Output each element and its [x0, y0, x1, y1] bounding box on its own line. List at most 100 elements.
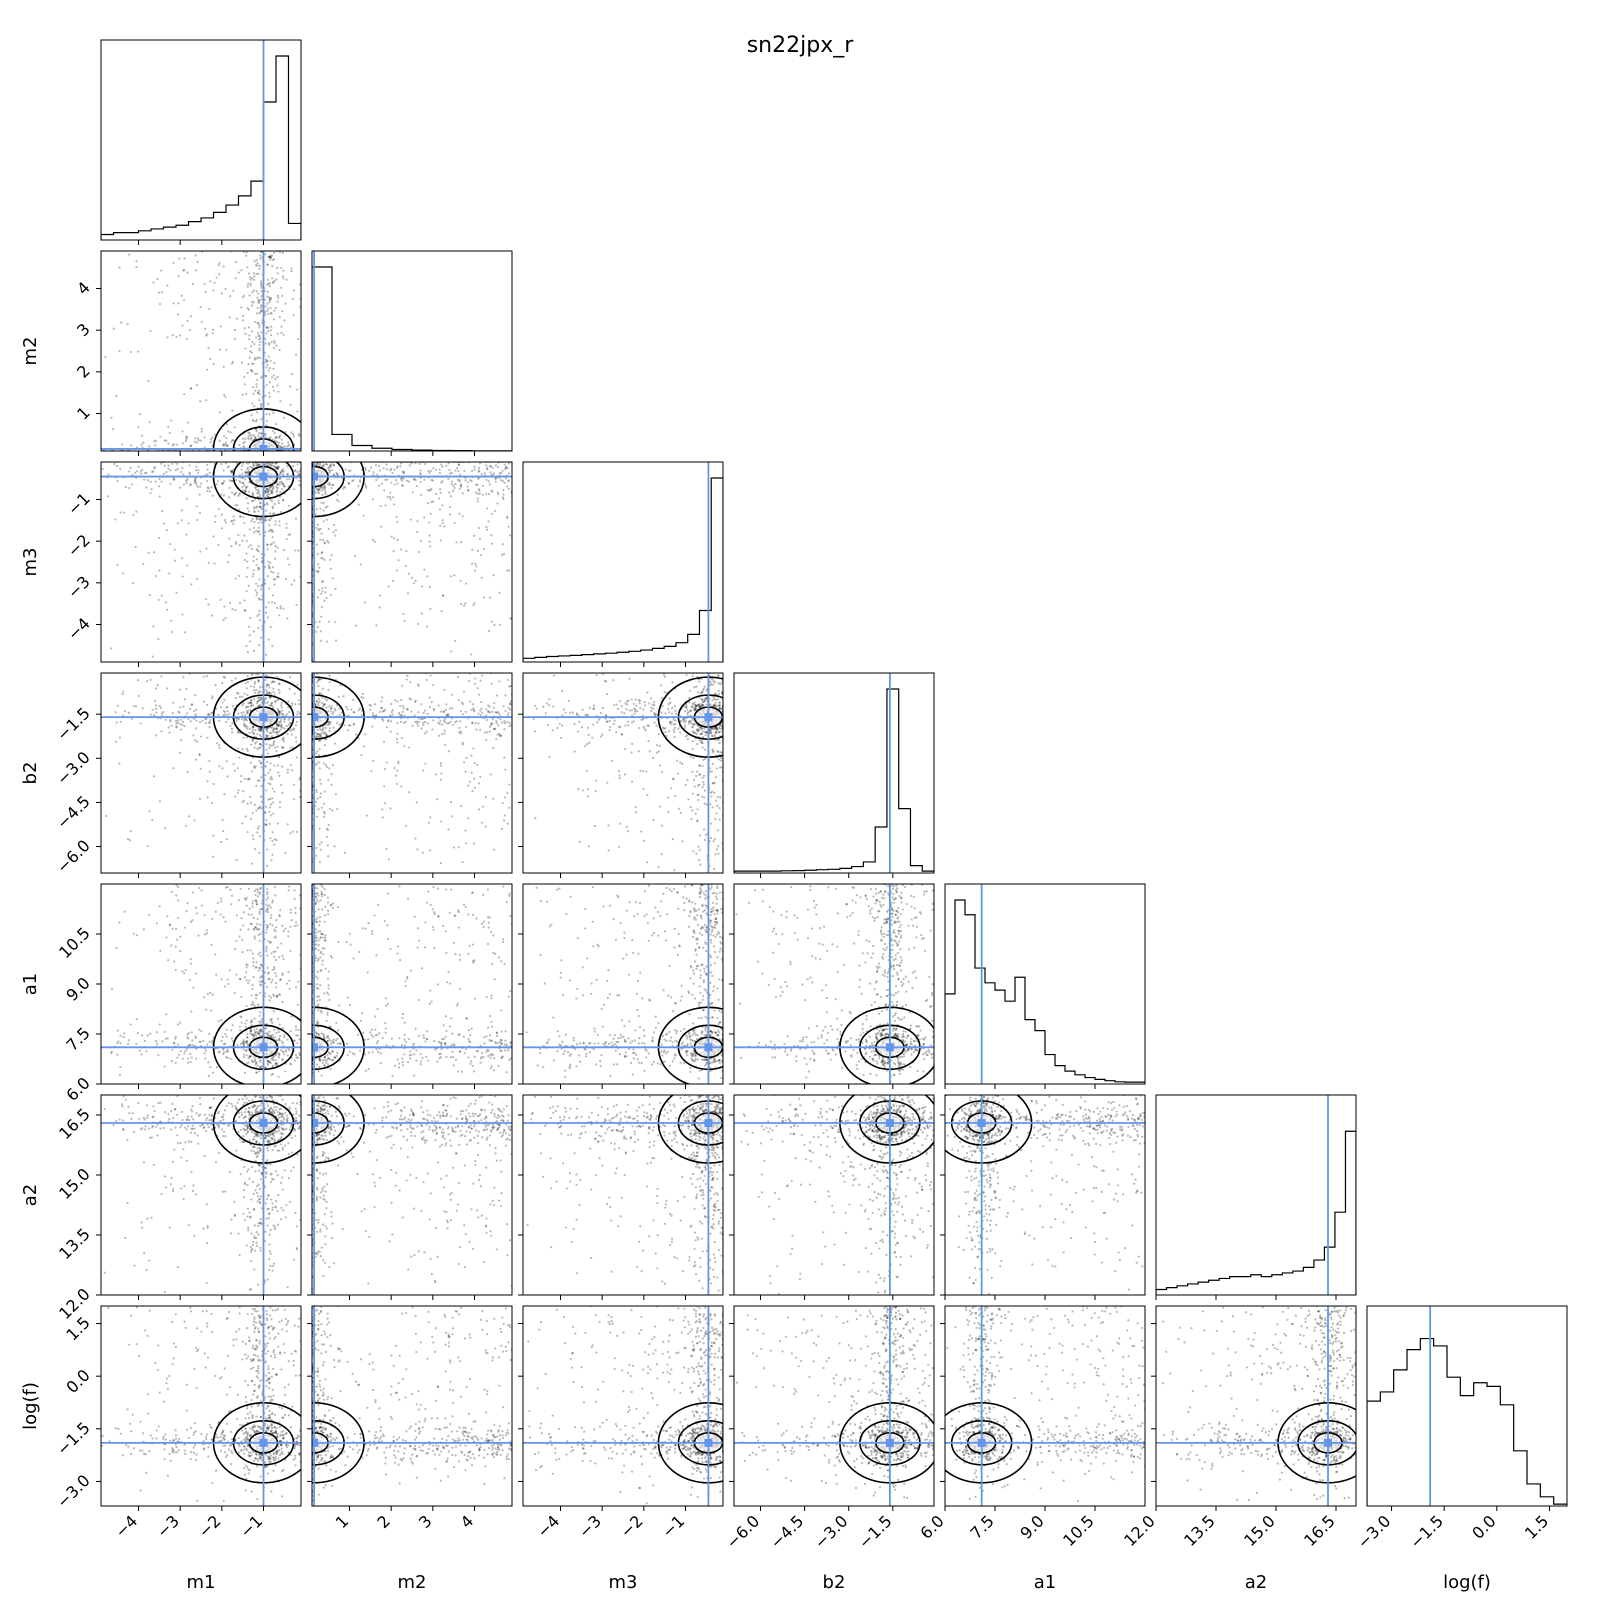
sample-point [277, 499, 279, 501]
sample-point [286, 733, 288, 735]
sample-point [396, 783, 398, 785]
sample-point [469, 700, 471, 702]
sample-point [265, 510, 267, 512]
sample-point [711, 748, 713, 750]
scatter-points [102, 250, 301, 452]
sample-point [256, 312, 258, 314]
sample-point [256, 264, 258, 266]
sample-point [246, 728, 248, 730]
sample-point [463, 761, 465, 763]
sample-point [241, 696, 243, 698]
sample-point [272, 813, 274, 815]
sample-point [246, 748, 248, 750]
sample-point [359, 481, 361, 483]
sample-point [297, 463, 299, 465]
sample-point [186, 564, 188, 566]
sample-point [509, 709, 511, 711]
sample-point [252, 728, 254, 730]
sample-point [253, 698, 255, 700]
sample-point [213, 783, 215, 785]
sample-point [251, 301, 253, 303]
sample-point [355, 625, 357, 627]
sample-point [253, 569, 255, 571]
sample-point [166, 284, 168, 286]
sample-point [292, 831, 294, 833]
sample-point [105, 815, 107, 817]
sample-point [238, 756, 240, 758]
sample-point [272, 681, 274, 683]
sample-point [488, 493, 490, 495]
sample-point [372, 760, 374, 762]
sample-point [194, 437, 196, 439]
sample-point [396, 733, 398, 735]
sample-point [420, 481, 422, 483]
sample-point [443, 710, 445, 712]
sample-point [386, 468, 388, 470]
sample-point [178, 257, 180, 259]
sample-point [270, 571, 272, 573]
sample-point [220, 706, 222, 708]
sample-point [465, 757, 467, 759]
sample-point [448, 491, 450, 493]
sample-point [286, 617, 288, 619]
sample-point [248, 434, 250, 436]
sample-point [323, 509, 325, 511]
sample-point [324, 493, 326, 495]
sample-point [102, 468, 104, 470]
sample-point [149, 594, 151, 596]
sample-point [273, 578, 275, 580]
sample-point [258, 432, 260, 434]
sample-point [318, 489, 320, 491]
sample-point [243, 692, 245, 694]
sample-point [378, 465, 380, 467]
sample-point [268, 524, 270, 526]
sample-point [268, 392, 270, 394]
sample-point [267, 330, 269, 332]
sample-point [403, 620, 405, 622]
sample-point [474, 683, 476, 685]
sample-point [200, 735, 202, 737]
sample-point [430, 513, 432, 515]
sample-point [379, 469, 381, 471]
sample-point [131, 718, 133, 720]
sample-point [172, 767, 174, 769]
sample-point [259, 506, 261, 508]
sample-point [417, 711, 419, 713]
sample-point [427, 489, 429, 491]
sample-point [196, 384, 198, 386]
sample-point [257, 335, 259, 337]
sample-point [429, 849, 431, 851]
sample-point [285, 523, 287, 525]
sample-point [152, 282, 154, 284]
sample-point [248, 491, 250, 493]
sample-point [279, 491, 281, 493]
sample-point [451, 707, 453, 709]
sample-point [252, 434, 254, 436]
sample-point [508, 783, 510, 785]
sample-point [507, 526, 509, 528]
sample-point [250, 544, 252, 546]
sample-point [713, 868, 715, 870]
sample-point [471, 563, 473, 565]
sample-point [185, 480, 187, 482]
sample-point [241, 362, 243, 364]
sample-point [254, 510, 256, 512]
sample-point [459, 580, 461, 582]
sample-point [257, 531, 259, 533]
sample-point [481, 473, 483, 475]
sample-point [120, 322, 122, 324]
sample-point [271, 797, 273, 799]
sample-point [317, 685, 319, 687]
sample-point [509, 534, 511, 536]
sample-point [212, 495, 214, 497]
sample-point [209, 490, 211, 492]
sample-point [653, 721, 655, 723]
sample-point [475, 492, 477, 494]
sample-point [460, 603, 462, 605]
sample-point [331, 713, 333, 715]
y-tick-label-b2: −4.5 [53, 792, 94, 833]
sample-point [181, 467, 183, 469]
sample-point [277, 572, 279, 574]
sample-point [421, 612, 423, 614]
sample-point [298, 484, 300, 486]
